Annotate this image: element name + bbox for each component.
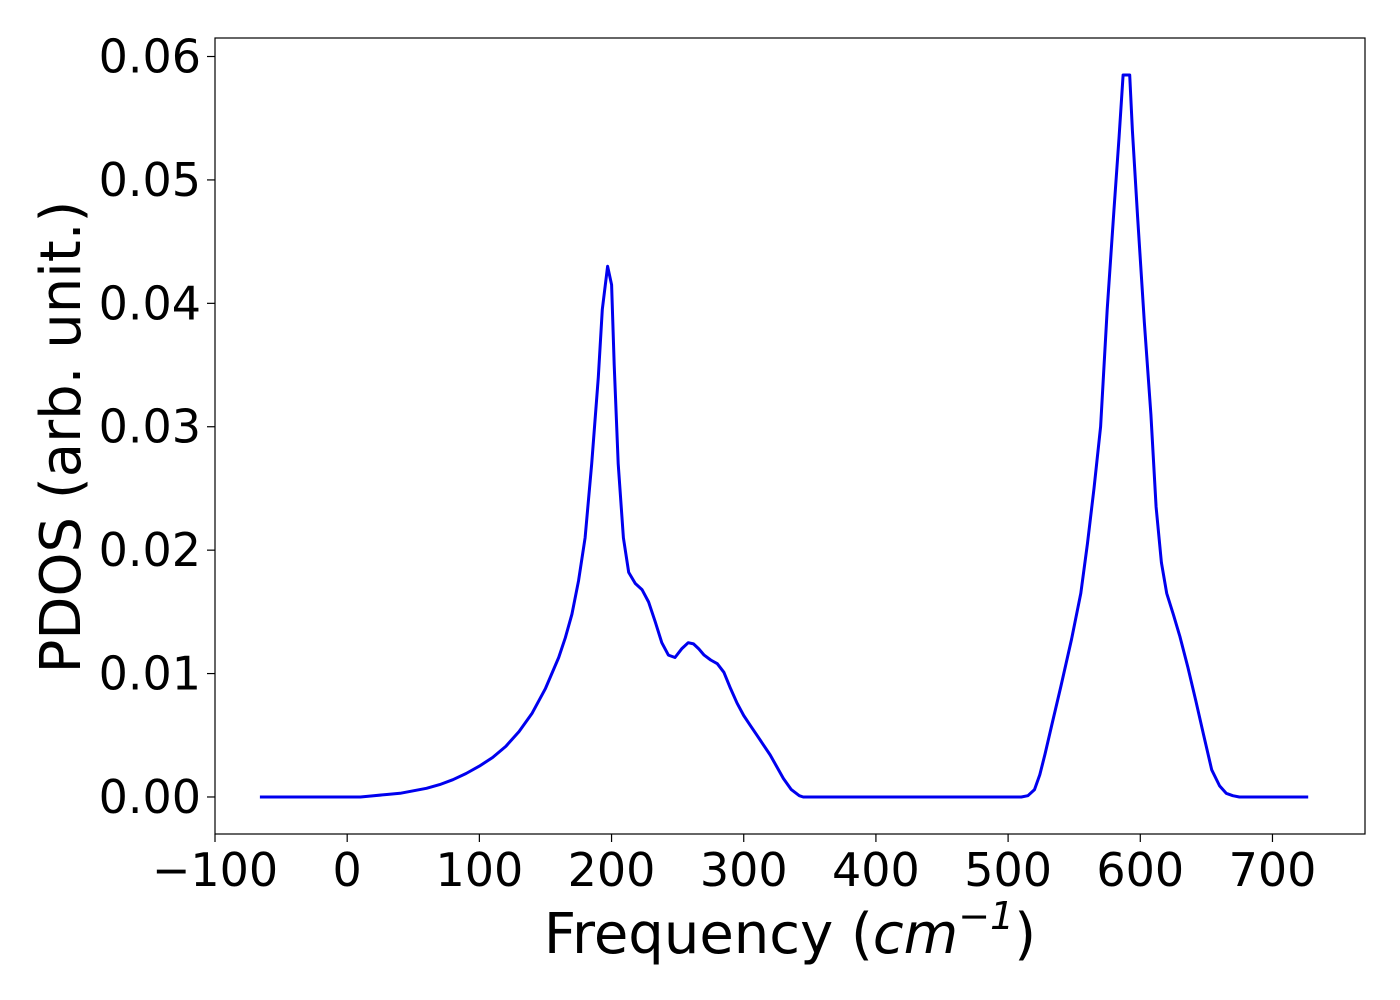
y-tick-label: 0.03 (99, 400, 201, 454)
y-tick-label: 0.00 (99, 770, 201, 824)
x-axis-ticks: −100 0 100 200 300 400 500 600 700 (152, 834, 1317, 897)
pdos-series-line (259, 73, 1309, 799)
x-tick-label: 700 (1229, 843, 1317, 897)
x-tick-label: 300 (700, 843, 788, 897)
y-tick-label: 0.06 (99, 30, 201, 84)
x-tick-label: 200 (568, 843, 656, 897)
x-tick-label: 500 (964, 843, 1052, 897)
y-tick-label: 0.04 (99, 276, 201, 330)
x-tick-label: 600 (1096, 843, 1184, 897)
y-tick-label: 0.01 (99, 647, 201, 701)
x-tick-label: −100 (152, 843, 278, 897)
plot-frame (214, 37, 1366, 835)
x-tick-label: 0 (333, 843, 362, 897)
x-axis-label-unit: cm (873, 902, 958, 967)
x-tick-label: 100 (435, 843, 523, 897)
x-axis-label: Frequency (cm−1) (544, 894, 1036, 967)
x-tick-label: 400 (832, 843, 920, 897)
y-axis-label: PDOS (arb. unit.) (29, 201, 94, 674)
plot-area (214, 37, 1366, 835)
x-axis-label-suffix: ) (1014, 902, 1036, 967)
y-tick-label: 0.02 (99, 523, 201, 577)
y-axis-ticks: 0.00 0.01 0.02 0.03 0.04 0.05 0.06 (99, 30, 215, 824)
x-axis-label-prefix: Frequency ( (544, 902, 873, 967)
y-tick-label: 0.05 (99, 153, 201, 207)
x-axis-label-exponent: −1 (958, 894, 1014, 938)
